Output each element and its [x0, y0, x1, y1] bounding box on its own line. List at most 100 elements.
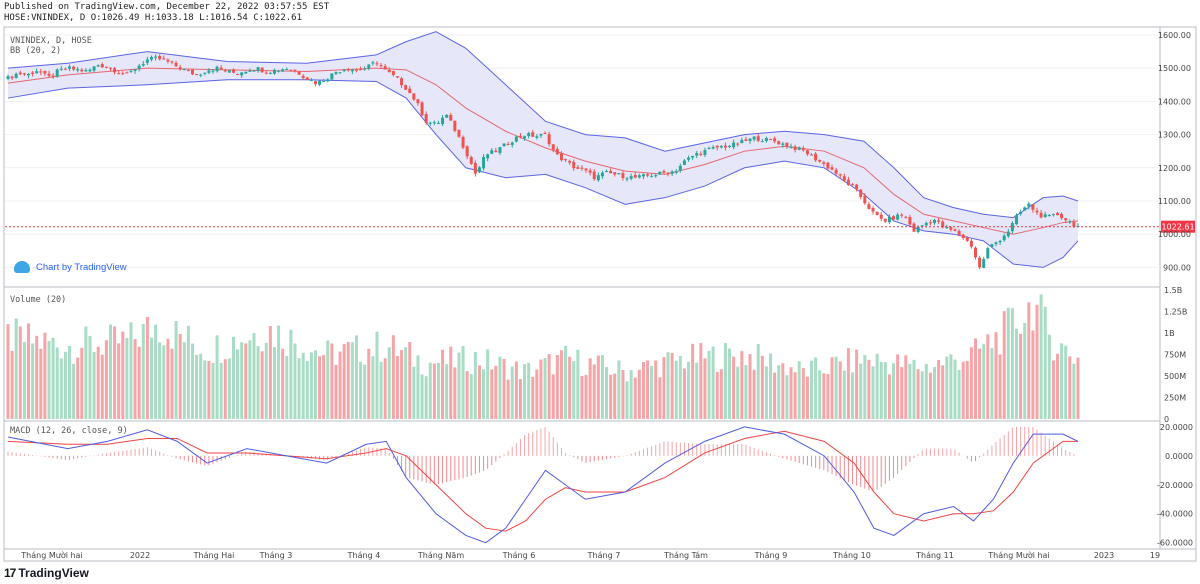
candle-body	[35, 71, 39, 74]
volume-bar	[371, 356, 375, 419]
time-tick-label: Tháng 6	[502, 551, 536, 560]
volume-bar	[851, 372, 855, 419]
volume-bar	[769, 353, 773, 419]
macd-axis: 20.0000 0.0000 -20.0000 -40.0000 -60.0000	[1157, 423, 1193, 548]
candle-body	[773, 138, 777, 142]
volume-bar	[264, 342, 268, 419]
candle-body	[272, 69, 276, 74]
time-tick-label: Tháng Tám	[663, 551, 708, 560]
candle-body	[572, 161, 576, 169]
candle-body	[818, 159, 822, 162]
candle-body	[609, 170, 613, 174]
volume-bar	[428, 362, 432, 419]
volume-bar	[272, 347, 276, 419]
volume-bar	[363, 364, 367, 419]
candle-body	[744, 139, 748, 141]
volume-bar	[596, 355, 600, 419]
candle-body	[453, 120, 457, 131]
volume-bar	[174, 320, 178, 419]
volume-bar	[244, 343, 248, 419]
candle-body	[162, 58, 166, 60]
candle-body	[88, 69, 92, 72]
volume-bar	[477, 365, 481, 419]
candle-body	[334, 72, 338, 74]
volume-bar	[723, 343, 727, 419]
macd-series	[7, 426, 1079, 544]
candle-body	[47, 73, 51, 76]
time-tick-label: Tháng 4	[347, 551, 381, 560]
volume-bar	[703, 358, 707, 419]
candle-body	[990, 244, 994, 247]
candle-body	[842, 176, 846, 181]
macd-tick-label: -60.0000	[1157, 539, 1193, 548]
candle-body	[72, 66, 76, 70]
volume-bar	[424, 376, 428, 419]
candle-body	[297, 71, 301, 75]
candle-body	[551, 144, 555, 150]
volume-bar	[834, 356, 838, 419]
candle-body	[67, 66, 71, 69]
volume-bar	[76, 357, 80, 419]
volume-bar	[732, 356, 736, 419]
candle-body	[498, 147, 502, 153]
volume-bar	[240, 342, 244, 419]
candle-body	[84, 70, 88, 72]
volume-bar	[551, 374, 555, 419]
price-tick-label: 900.00	[1163, 263, 1191, 272]
volume-tick-label: 1.25B	[1164, 308, 1187, 317]
candle-body	[244, 71, 248, 74]
candle-body	[342, 69, 346, 72]
volume-bar	[801, 368, 805, 419]
volume-bar	[1023, 322, 1027, 419]
volume-bar	[39, 348, 43, 419]
volume-bar	[104, 340, 108, 419]
volume-bar	[88, 335, 92, 419]
candle-body	[6, 76, 10, 80]
candle-body	[1060, 214, 1064, 219]
volume-bar	[740, 351, 744, 419]
candle-body	[408, 88, 412, 93]
volume-bar	[822, 373, 826, 419]
candle-body	[289, 69, 293, 71]
candle-body	[113, 68, 117, 73]
candle-body	[871, 207, 875, 212]
volume-bar	[338, 351, 342, 419]
candle-body	[400, 78, 404, 86]
candle-body	[707, 148, 711, 150]
volume-bar	[896, 354, 900, 419]
volume-bar	[457, 352, 461, 419]
volume-bar	[580, 376, 584, 419]
candle-body	[375, 63, 379, 65]
candle-body	[412, 93, 416, 100]
volume-bar	[47, 341, 51, 419]
candle-body	[461, 136, 465, 148]
volume-bar	[408, 342, 412, 419]
candle-body	[432, 122, 436, 124]
volume-bar	[555, 354, 559, 419]
volume-bar	[305, 360, 309, 419]
volume-bar	[1039, 294, 1043, 419]
volume-bar	[1002, 311, 1006, 419]
volume-bar	[141, 324, 145, 419]
volume-bar	[293, 343, 297, 419]
candle-body	[371, 62, 375, 64]
candle-body	[1031, 204, 1035, 210]
volume-bar	[846, 348, 850, 419]
chart-by-tradingview-link[interactable]: Chart by TradingView	[14, 261, 127, 273]
volume-bar	[810, 360, 814, 419]
time-tick-label: Tháng Hai	[193, 551, 235, 560]
candle-body	[994, 242, 998, 245]
volume-bar	[629, 370, 633, 419]
volume-bar	[826, 374, 830, 419]
volume-bar	[879, 361, 883, 419]
volume-bar	[707, 350, 711, 419]
volume-bar	[613, 373, 617, 419]
volume-bar	[728, 348, 732, 419]
candle-body	[51, 75, 55, 77]
volume-bar	[588, 358, 592, 419]
candle-body	[949, 227, 953, 230]
volume-bar	[871, 366, 875, 419]
candle-body	[740, 139, 744, 144]
price-axis: 1600.00 1500.00 1400.00 1300.00 1200.00 1100.…	[1158, 31, 1191, 272]
